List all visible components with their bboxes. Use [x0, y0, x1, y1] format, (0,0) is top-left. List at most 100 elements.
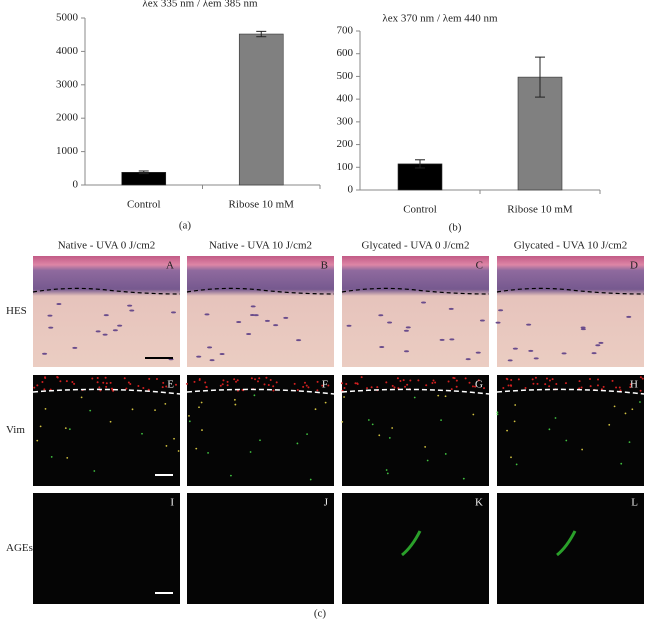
nucleus	[479, 319, 485, 322]
signal	[536, 382, 539, 385]
panel-letter: F	[322, 379, 328, 391]
nucleus	[346, 324, 352, 327]
signal	[620, 462, 623, 465]
y-tick-label: 0	[73, 179, 79, 191]
nucleus	[204, 313, 210, 316]
signal	[624, 412, 627, 415]
micrograph	[497, 256, 644, 367]
nucleus	[405, 326, 411, 329]
nucleus	[403, 329, 409, 332]
nucleus	[103, 314, 109, 317]
nucleus	[449, 338, 455, 341]
panel-letter: G	[475, 379, 483, 391]
signal	[200, 401, 203, 404]
epidermis-boundary	[496, 287, 645, 295]
signal	[532, 382, 535, 385]
signal	[204, 381, 207, 384]
y-tick-label: 0	[348, 184, 354, 196]
nucleus	[439, 338, 445, 341]
signal	[96, 381, 99, 384]
signal	[44, 407, 47, 410]
signal	[253, 394, 256, 397]
signal	[307, 386, 310, 389]
signal	[316, 389, 319, 392]
dermis-boundary	[186, 388, 335, 395]
signal	[639, 401, 641, 403]
signal	[125, 387, 128, 390]
x-tick-label: Ribose 10 mM	[229, 199, 295, 211]
signal	[434, 381, 437, 384]
signal	[402, 379, 405, 382]
signal	[510, 456, 512, 459]
signal	[236, 379, 239, 382]
row-label: Vim	[6, 424, 25, 436]
signal	[615, 386, 618, 389]
panel-letter: L	[631, 497, 638, 509]
signal	[50, 456, 53, 458]
signal	[613, 405, 616, 408]
signal	[129, 382, 132, 385]
signal	[424, 446, 427, 448]
signal	[267, 383, 270, 386]
y-tick-label: 500	[337, 70, 354, 82]
signal	[293, 382, 296, 385]
panel-letter: C	[476, 260, 483, 272]
y-tick-label: 5000	[56, 12, 79, 24]
signal	[600, 388, 603, 391]
signal	[406, 383, 409, 386]
signal	[104, 376, 107, 379]
signal	[544, 383, 547, 386]
signal	[306, 433, 308, 436]
signal	[378, 434, 381, 437]
signal	[513, 420, 516, 423]
nucleus	[273, 324, 279, 327]
signal	[303, 381, 306, 384]
signal	[396, 377, 399, 380]
dermis-boundary	[341, 388, 490, 395]
signal	[207, 452, 209, 454]
signal	[250, 377, 253, 380]
signal	[505, 377, 508, 380]
signal	[502, 387, 505, 390]
signal	[629, 383, 632, 386]
signal	[597, 378, 600, 381]
y-tick-label: 400	[337, 93, 354, 105]
signal	[165, 445, 168, 447]
signal	[131, 408, 134, 411]
signal	[324, 401, 327, 404]
nucleus	[117, 324, 123, 327]
signal	[472, 413, 475, 416]
signal	[161, 386, 164, 389]
nucleus	[219, 353, 225, 356]
signal	[272, 385, 275, 388]
signal	[417, 379, 420, 382]
signal	[142, 386, 145, 389]
signal	[68, 428, 71, 431]
signal	[109, 381, 112, 384]
signal	[548, 428, 551, 431]
signal	[148, 377, 151, 380]
signal	[431, 382, 434, 385]
epidermis-boundary	[32, 287, 181, 295]
nucleus	[72, 346, 78, 349]
signal	[66, 456, 69, 459]
nucleus	[127, 304, 133, 307]
nucleus	[253, 314, 259, 317]
nucleus	[580, 326, 586, 329]
nucleus	[512, 347, 518, 350]
x-tick-label: Control	[403, 204, 437, 216]
signal	[432, 379, 435, 382]
nucleus	[580, 328, 586, 331]
nucleus	[379, 345, 385, 348]
micrograph	[497, 375, 644, 486]
nucleus	[507, 359, 513, 362]
y-tick-label: 700	[337, 25, 354, 37]
signal	[515, 463, 518, 466]
signal	[309, 478, 312, 481]
signal	[548, 385, 551, 388]
signal	[234, 403, 237, 406]
nucleus	[475, 351, 481, 354]
signal	[639, 389, 642, 392]
nucleus	[207, 346, 213, 349]
signal	[327, 384, 330, 387]
